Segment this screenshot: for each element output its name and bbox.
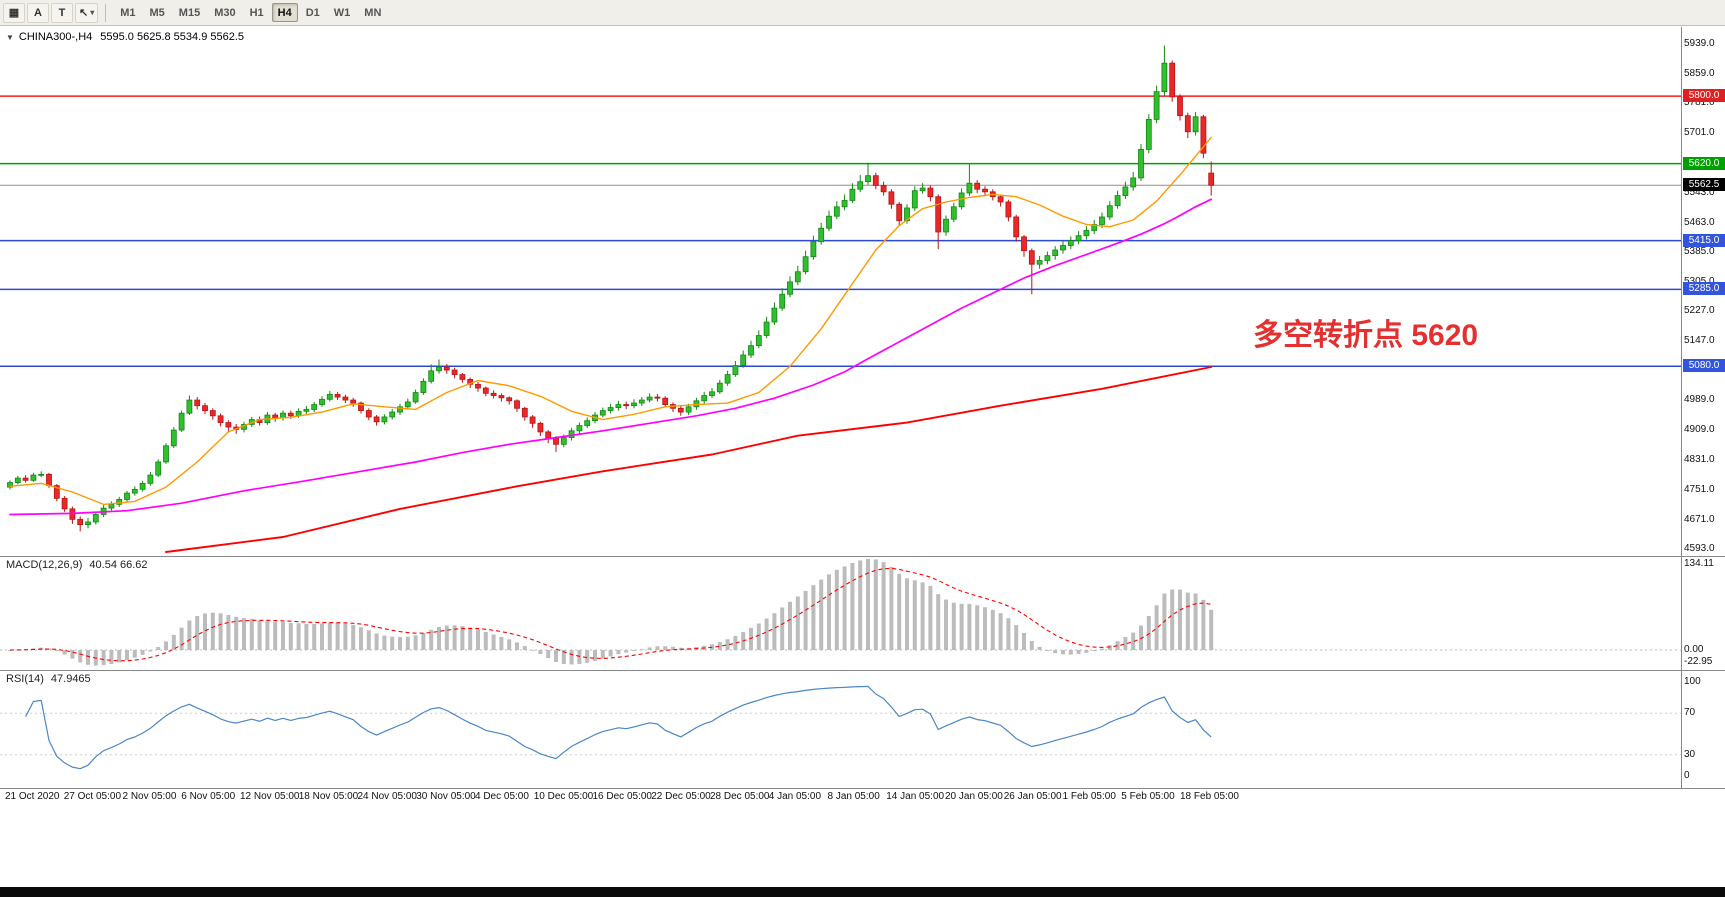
arrow-tool-dropdown[interactable]: ↖ ▾	[75, 2, 99, 23]
letter-t-icon: T	[58, 6, 66, 19]
letter-a-tool-button[interactable]: A	[27, 2, 49, 23]
chart-annotation-text[interactable]: 多空转折点 5620	[1253, 319, 1479, 352]
ma-mid-line	[9, 198, 1213, 516]
timeframe-buttons: M1 M5 M15 M30 H1 H4 D1 W1 MN	[113, 3, 388, 23]
arrow-tool-icon: ↖	[79, 7, 89, 19]
chart-grid-icon: ▦	[8, 7, 20, 19]
chart-grid-icon-button[interactable]: ▦	[3, 2, 25, 23]
rsi-name: RSI(14)	[6, 673, 44, 685]
rsi-label: RSI(14) 47.9465	[6, 673, 91, 685]
macd-histogram	[8, 559, 1214, 666]
toolbar-divider	[105, 3, 107, 22]
taskbar-strip	[0, 887, 1725, 897]
timeframe-h4[interactable]: H4	[271, 3, 298, 23]
candles	[7, 45, 1215, 532]
timeframe-w1[interactable]: W1	[328, 3, 357, 22]
rsi-value: 47.9465	[50, 673, 91, 685]
time-axis[interactable]	[0, 789, 1682, 811]
horizontal-lines[interactable]	[0, 95, 1681, 368]
ohlc-values-label: 5595.0 5625.8 5534.9 5562.5	[100, 31, 245, 43]
timeframe-m15[interactable]: M15	[173, 3, 206, 22]
timeframe-m5[interactable]: M5	[144, 3, 171, 22]
panel-borders	[0, 27, 1725, 789]
letter-t-tool-button[interactable]: T	[51, 2, 73, 23]
letter-a-icon: A	[34, 6, 42, 19]
macd-label: MACD(12,26,9) 40.54 66.62	[6, 559, 148, 571]
price-axis[interactable]	[1682, 27, 1725, 788]
timeframe-d1[interactable]: D1	[300, 3, 326, 22]
ma-slow-line	[165, 366, 1213, 553]
rsi-line	[25, 685, 1212, 770]
toolbar: ▦ A T ↖ ▾ M1 M5 M15 M30 H1 H4 D1 W1 MN	[0, 0, 1725, 26]
timeframe-m1[interactable]: M1	[114, 3, 141, 22]
timeframe-mn[interactable]: MN	[358, 3, 387, 22]
chart-title: ▼ CHINA300-,H4 5595.0 5625.8 5534.9 5562.5	[6, 31, 244, 43]
collapse-arrow-icon[interactable]: ▼	[6, 33, 14, 42]
macd-name: MACD(12,26,9)	[6, 559, 83, 571]
macd-values: 40.54 66.62	[89, 559, 148, 571]
timeframe-h1[interactable]: H1	[244, 3, 270, 22]
ma-fast-line	[9, 136, 1212, 506]
symbol-period-label: CHINA300-,H4	[18, 31, 93, 43]
chevron-down-icon: ▾	[90, 8, 95, 17]
timeframe-m30[interactable]: M30	[208, 3, 241, 22]
